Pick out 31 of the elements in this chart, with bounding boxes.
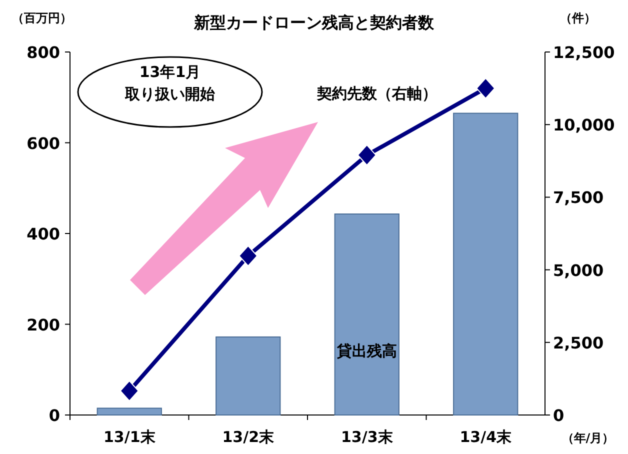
point	[238, 245, 258, 266]
y2-axis-title: （件）	[560, 11, 596, 25]
y-tick-label: 400	[26, 224, 60, 244]
x-tick-label: 13/3末	[340, 428, 394, 446]
bar	[96, 408, 162, 416]
bar	[334, 213, 400, 416]
x-tick-label: 13/4末	[460, 428, 513, 446]
x-axis-title: （年/月）	[562, 431, 614, 445]
series-label: 貸出残高	[336, 342, 397, 360]
y-tick-label: 800	[26, 43, 60, 62]
chart-title: 新型カードローン残高と契約者数	[193, 13, 435, 32]
bar	[453, 112, 518, 416]
x-tick-label: 13/2末	[222, 428, 276, 446]
y2-tick-label: 7,500	[553, 188, 604, 208]
annotation: 取り扱い開始	[124, 85, 216, 103]
y2-tick-label: 10,000	[553, 116, 615, 135]
y2-tick-label: 12,500	[553, 43, 615, 62]
y2-tick-label: 5,000	[553, 260, 604, 280]
y-tick-label: 0	[48, 406, 60, 425]
y2-tick-label: 2,500	[553, 333, 604, 352]
y2-tick-label: 0	[553, 406, 564, 425]
annotation: 13年1月	[139, 63, 201, 81]
series-label: 契約先数（右軸）	[316, 84, 437, 102]
y-axis-title: （百万円）	[12, 11, 72, 25]
point	[357, 144, 376, 166]
point	[120, 380, 139, 402]
bar	[216, 336, 281, 416]
point	[476, 78, 496, 99]
x-tick-label: 13/1末	[103, 428, 156, 446]
y-tick-label: 600	[26, 134, 60, 153]
y-tick-label: 200	[26, 315, 60, 334]
